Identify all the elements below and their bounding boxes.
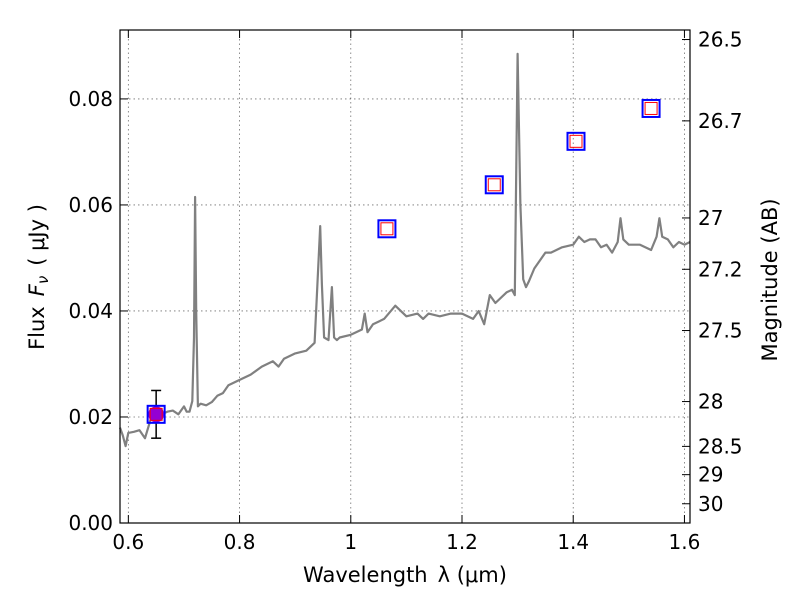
y2-tick-label: 27.2 bbox=[698, 257, 743, 281]
y2-tick-label: 28 bbox=[698, 390, 723, 414]
y-tick-label: 0.06 bbox=[68, 193, 113, 217]
plot-frame bbox=[119, 29, 691, 524]
y2-tick-label: 26.5 bbox=[698, 28, 743, 52]
y2-tick-label: 29 bbox=[698, 463, 723, 487]
detection-point bbox=[148, 406, 165, 423]
y-tick-label: 0.04 bbox=[68, 299, 113, 323]
photometry-marker-inner bbox=[149, 407, 163, 421]
y-tick-label: 0.08 bbox=[68, 87, 113, 111]
photometry-marker bbox=[566, 131, 586, 151]
x-axis-label: Wavelength λ (μm) bbox=[303, 563, 507, 587]
spectrum-line bbox=[118, 52, 691, 448]
y2-axis-label: Magnitude (AB) bbox=[758, 198, 782, 361]
grid bbox=[120, 30, 690, 524]
photometry-marker bbox=[484, 175, 504, 195]
photometry-marker-inner bbox=[569, 134, 583, 148]
photometry-marker bbox=[146, 404, 166, 424]
y2-tick-label: 27.5 bbox=[698, 319, 743, 343]
y-tick-label: 0.02 bbox=[68, 405, 113, 429]
photometry-marker bbox=[377, 219, 397, 239]
y-tick-label: 0.00 bbox=[68, 511, 113, 535]
x-tick-label: 0.8 bbox=[224, 530, 256, 554]
photometry-marker-inner bbox=[380, 222, 394, 236]
y2-tick-label: 30 bbox=[698, 492, 723, 516]
x-tick-label: 0.6 bbox=[112, 530, 144, 554]
y-axis-label: FluxFν( μJy ) bbox=[25, 204, 52, 350]
x-tick-label: 1.2 bbox=[446, 530, 478, 554]
x-tick-label: 1.6 bbox=[669, 530, 701, 554]
x-tick-label: 1 bbox=[344, 530, 357, 554]
series-layer bbox=[118, 52, 691, 448]
photometry-marker-inner bbox=[644, 101, 658, 115]
y2-tick-label: 27 bbox=[698, 206, 723, 230]
ticks: 0.6 0.8 1 1.2 1.4 1.6 0.00 0.02 0.04 0.06 0.08 26.5… bbox=[68, 28, 742, 554]
y2-tick-label: 28.5 bbox=[698, 434, 743, 458]
x-tick-label: 1.4 bbox=[557, 530, 589, 554]
y2-tick-label: 26.7 bbox=[698, 109, 743, 133]
photometry-marker-inner bbox=[487, 178, 501, 192]
photometry-marker bbox=[641, 98, 661, 118]
